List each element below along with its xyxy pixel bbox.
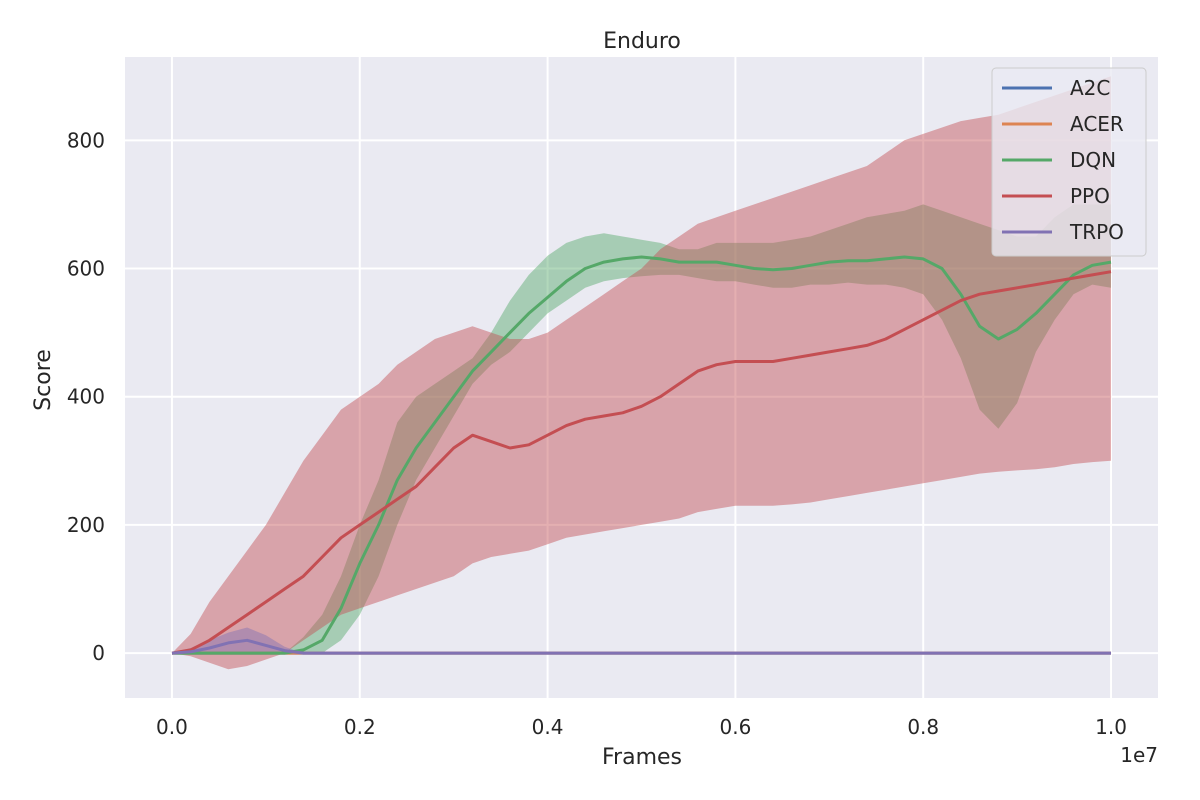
legend-label-ppo: PPO: [1070, 184, 1110, 208]
x-tick-label: 0.8: [907, 715, 939, 739]
x-tick-label: 0.6: [720, 715, 752, 739]
y-tick-label: 400: [67, 385, 105, 409]
legend-label-trpo: TRPO: [1069, 220, 1124, 244]
trpo-band: [172, 627, 1111, 654]
legend-label-acer: ACER: [1070, 112, 1124, 136]
legend-box: [991, 67, 1147, 257]
dqn-line: [172, 255, 1112, 655]
x-tick-label: 1.0: [1095, 715, 1127, 739]
x-axis-title: Frames: [602, 745, 682, 770]
y-tick-label: 0: [92, 641, 105, 665]
x-tick-label: 0.4: [532, 715, 564, 739]
x-tick-label: 0.2: [344, 715, 376, 739]
legend-label-dqn: DQN: [1070, 148, 1116, 172]
ppo-line: [171, 270, 1112, 655]
series-lines: [171, 255, 1112, 655]
y-tick-labels: 0 200 400 600 800: [67, 128, 105, 665]
x-offset-label: 1e7: [1120, 743, 1158, 767]
trpo-line: [171, 638, 1111, 655]
ppo-band: [172, 76, 1111, 670]
x-tick-labels: 0.0 0.2 0.4 0.6 0.8 1.0: [156, 715, 1127, 739]
legend: A2C ACER DQN PPO TRPO: [991, 67, 1147, 257]
y-tick-label: 600: [67, 257, 105, 281]
chart-title: Enduro: [603, 29, 681, 54]
y-tick-label: 800: [67, 128, 105, 152]
y-axis-title: Score: [31, 349, 56, 411]
y-tick-label: 200: [67, 513, 105, 537]
plot-area: [125, 57, 1158, 698]
x-tick-label: 0.0: [156, 715, 188, 739]
legend-label-a2c: A2C: [1070, 76, 1110, 100]
